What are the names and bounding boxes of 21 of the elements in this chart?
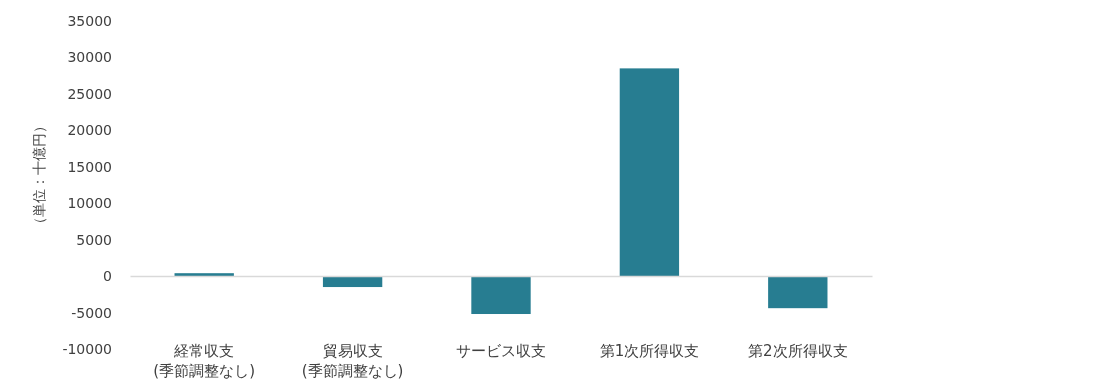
bar (174, 273, 234, 277)
y-tick-label: 5000 (76, 231, 112, 248)
x-tick-label: 第2次所得収支 (748, 342, 848, 360)
y-tick-label: 10000 (67, 195, 112, 212)
bar (768, 276, 828, 309)
bar (619, 68, 680, 277)
y-tick-label: 20000 (67, 122, 112, 139)
x-tick-label: 経常収支 (季節調整なし) (153, 342, 256, 381)
bar (471, 276, 531, 315)
y-tick-label: -5000 (71, 304, 112, 321)
y-tick-label: 30000 (67, 49, 112, 66)
y-tick-label: 0 (103, 268, 112, 285)
y-tick-label: 15000 (67, 158, 112, 175)
x-tick-label: 第1次所得収支 (599, 342, 700, 360)
x-tick-label: 貿易収支 (季節調整なし) (301, 342, 404, 381)
y-axis-title: （単位：十億円） (31, 119, 47, 231)
y-tick-label: 25000 (67, 85, 112, 102)
x-tick-label: サービス収支 (456, 342, 546, 360)
y-tick-label: -10000 (62, 340, 112, 357)
y-tick-label: 35000 (67, 12, 112, 29)
bar (322, 276, 383, 288)
